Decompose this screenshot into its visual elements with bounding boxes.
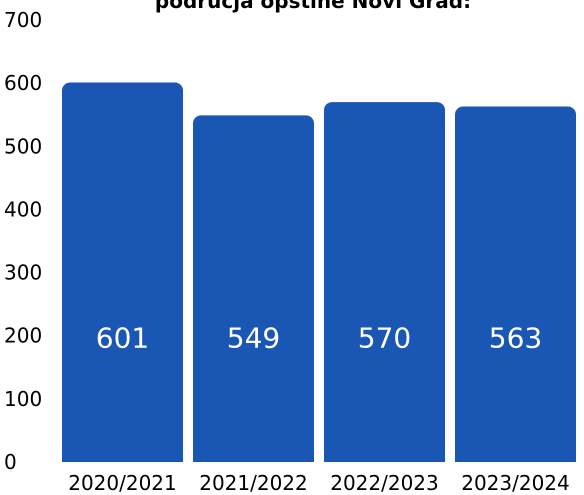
x-tick-label: 2022/2023 [330, 471, 439, 495]
bar [193, 115, 314, 463]
bar-data-label: 563 [489, 322, 542, 355]
bar-data-label: 570 [358, 322, 411, 355]
y-tick-label: 300 [4, 261, 42, 285]
y-tick-label: 200 [4, 324, 42, 348]
x-tick-label: 2021/2022 [199, 471, 308, 495]
bar-base [62, 452, 183, 462]
x-tick-label: 2023/2024 [461, 471, 570, 495]
x-axis: 2020/2021 2021/2022 2022/2023 2023/2024 [68, 471, 570, 495]
x-tick-label: 2020/2021 [68, 471, 177, 495]
bar-base [455, 452, 576, 462]
y-tick-label: 600 [4, 71, 42, 95]
bar [455, 106, 576, 463]
bar [62, 82, 183, 463]
chart-title-layer: podrucja opstine Novi Grad: [155, 0, 471, 13]
bar-data-label: 601 [96, 322, 149, 355]
bar-base [324, 452, 445, 462]
y-tick-label: 700 [4, 8, 42, 32]
y-tick-label: 0 [4, 450, 17, 474]
bar-data-label: 549 [227, 322, 280, 355]
chart-title: podrucja opstine Novi Grad: [155, 0, 471, 13]
y-axis: 0 100 200 300 400 500 600 700 [4, 8, 42, 474]
bar-series: 601 549 570 563 [62, 82, 576, 463]
y-tick-label: 100 [4, 387, 42, 411]
y-tick-label: 500 [4, 134, 42, 158]
y-tick-label: 400 [4, 197, 42, 221]
bar [324, 102, 445, 462]
bar-base [193, 452, 314, 462]
